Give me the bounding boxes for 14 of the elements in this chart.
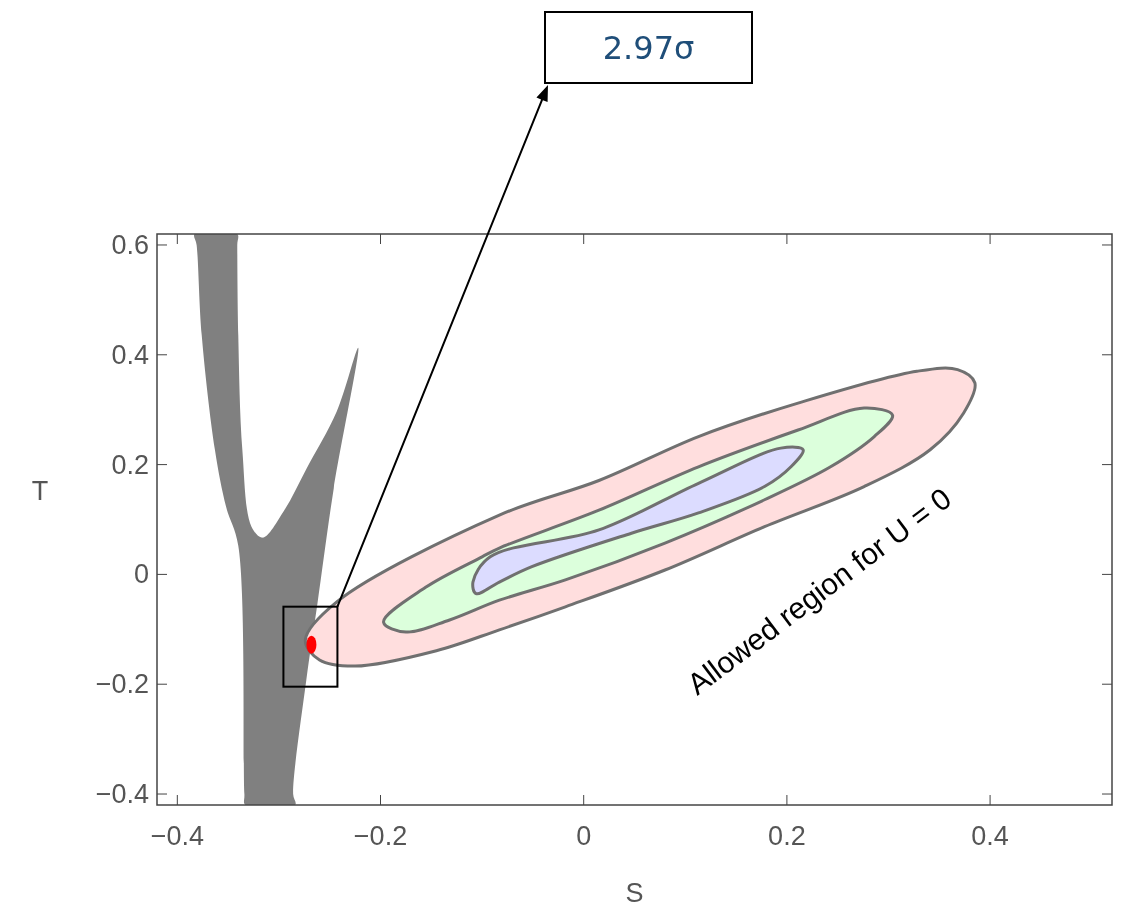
x-axis-title: S [625, 878, 644, 908]
x-tick-label: −0.2 [353, 821, 408, 851]
x-tick-label: 0.4 [971, 821, 1009, 851]
y-tick-label: 0.6 [111, 229, 149, 260]
y-tick-label: 0.4 [111, 339, 149, 370]
y-tick-label: −0.4 [95, 779, 149, 810]
text: 2.97σ [602, 28, 695, 67]
x-tick-label: 0 [576, 821, 592, 851]
x-tick-label: −0.4 [150, 821, 204, 851]
x-tick-label: 0.2 [768, 821, 806, 851]
y-axis-title: T [31, 475, 49, 506]
y-tick-label: 0.2 [111, 449, 149, 480]
y-tick-label: 0 [133, 559, 149, 590]
y-tick-label: −0.2 [95, 669, 149, 700]
